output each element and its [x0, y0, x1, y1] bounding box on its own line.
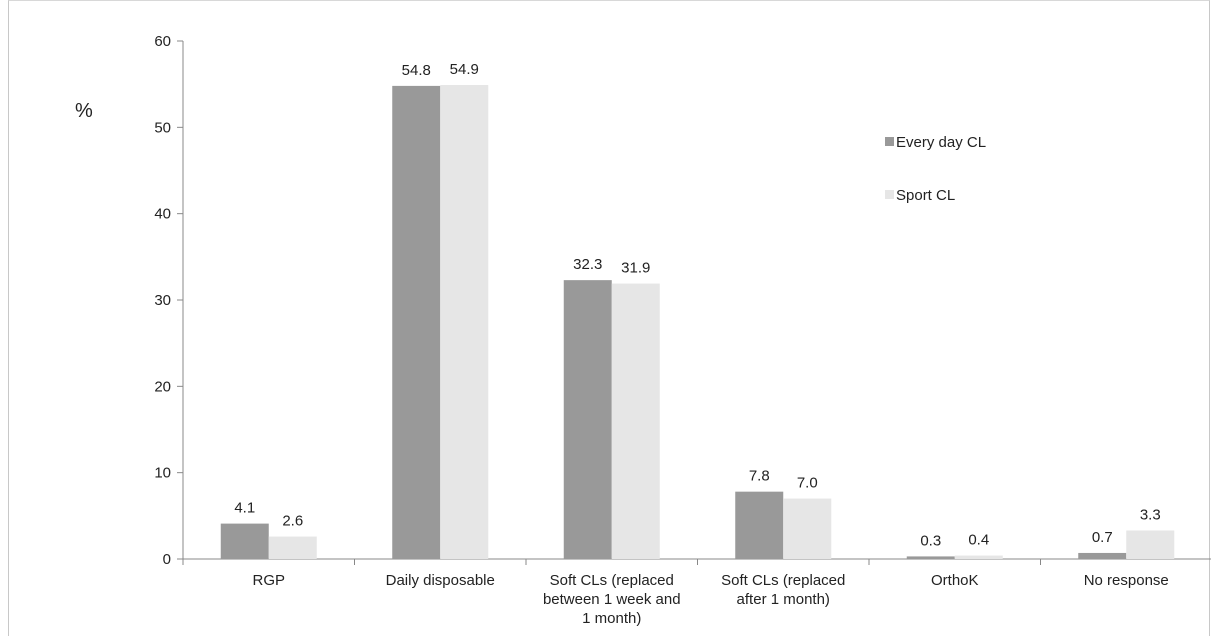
y-tick-label: 10: [154, 465, 171, 482]
bar-every-day-cl: [563, 280, 612, 559]
y-tick-label: 50: [154, 119, 171, 136]
labels-layer: 0 10 20 30 40 50 60 RGP Daily disposable Soft CLs…: [154, 33, 1168, 627]
bar-value-label: 54.9: [450, 61, 479, 78]
legend-label: Every day CL: [896, 134, 986, 151]
chart-frame: [8, 0, 1210, 636]
bar-every-day-cl: [1078, 552, 1127, 559]
bar-every-day-cl: [735, 491, 784, 559]
x-category-label: Daily disposable: [386, 572, 495, 589]
bar-every-day-cl: [906, 556, 955, 559]
legend-swatch: [885, 137, 894, 146]
bar-sport-cl: [1126, 530, 1175, 559]
x-category-label: No response: [1084, 572, 1169, 589]
bar-value-label: 0.3: [920, 532, 941, 549]
legend: Every day CL Sport CL: [885, 134, 986, 204]
bar-every-day-cl: [392, 85, 441, 559]
bar-sport-cl: [268, 536, 317, 559]
bar-sport-cl: [440, 85, 489, 559]
bar-value-label: 2.6: [282, 513, 303, 530]
legend-swatch: [885, 190, 894, 199]
y-tick-label: 30: [154, 292, 171, 309]
bar-value-label: 0.7: [1092, 529, 1113, 546]
x-category-label: OrthoK: [931, 572, 979, 589]
bar-value-label: 7.0: [797, 475, 818, 492]
axes-layer: [177, 40, 1211, 565]
bar-value-label: 4.1: [234, 500, 255, 517]
bar-value-label: 32.3: [573, 256, 602, 273]
x-category-label: Soft CLs (replaced between 1 week and 1 mo…: [543, 572, 681, 627]
bar-value-label: 54.8: [402, 62, 431, 79]
y-tick-label: 0: [163, 551, 171, 568]
bar-value-label: 0.4: [968, 532, 989, 549]
bar-value-label: 3.3: [1140, 507, 1161, 524]
y-axis-label: %: [75, 100, 93, 122]
legend-label: Sport CL: [896, 187, 955, 204]
bar-sport-cl: [954, 555, 1003, 559]
bar-sport-cl: [611, 283, 660, 559]
bar-sport-cl: [783, 498, 832, 559]
y-tick-label: 20: [154, 378, 171, 395]
bar-value-label: 7.8: [749, 468, 770, 485]
x-category-label: Soft CLs (replaced after 1 month): [721, 572, 845, 608]
y-tick-label: 60: [154, 33, 171, 50]
x-category-label: RGP: [252, 572, 285, 589]
bar-every-day-cl: [220, 523, 269, 559]
bar-value-label: 31.9: [621, 260, 650, 277]
y-tick-label: 40: [154, 206, 171, 223]
bars-layer: [220, 85, 1175, 559]
